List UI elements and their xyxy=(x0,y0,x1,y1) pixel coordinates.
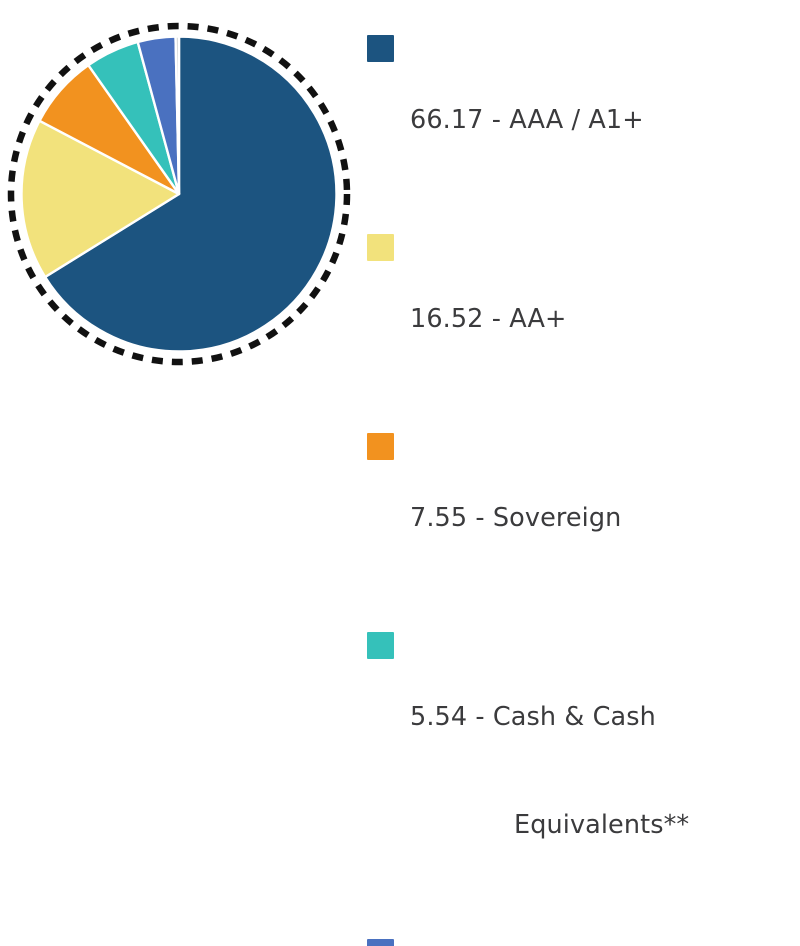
legend-label-cash-and-cash-equivalents: 5.54 - Cash & Cash Equivalents** xyxy=(410,627,792,915)
legend-swatch-aaa-a1plus xyxy=(367,35,394,62)
legend-swatch-aaplus xyxy=(367,234,394,261)
dashed-outline-ring xyxy=(7,22,351,366)
legend-label-line-2: Equivalents** xyxy=(514,810,690,840)
legend-label-aa: 3.87 - AA xyxy=(410,934,792,946)
legend-label-line-1: 66.17 - AAA / A1+ xyxy=(410,105,644,135)
legend-label-aaa-a1plus: 66.17 - AAA / A1+ xyxy=(410,30,792,210)
legend-item-aaplus[interactable]: 16.52 - AA+ xyxy=(367,229,792,409)
pie-slice[interactable] xyxy=(174,35,181,196)
pie-chart-panel xyxy=(0,0,360,473)
legend-label-aaplus: 16.52 - AA+ xyxy=(410,229,792,409)
legend-label-sovereign: 7.55 - Sovereign xyxy=(410,428,792,608)
legend-label-line-1: 5.54 - Cash & Cash xyxy=(410,702,656,732)
pie-slices-group xyxy=(20,35,338,353)
pie-slice[interactable] xyxy=(43,35,338,353)
chart-legend: 66.17 - AAA / A1+ 16.52 - AA+ 7.55 - Sov… xyxy=(367,30,792,946)
legend-item-sovereign[interactable]: 7.55 - Sovereign xyxy=(367,428,792,608)
pie-chart-figure: 66.17 - AAA / A1+ 16.52 - AA+ 7.55 - Sov… xyxy=(0,0,689,946)
legend-swatch-aa xyxy=(367,939,394,946)
legend-item-aa[interactable]: 3.87 - AA xyxy=(367,934,792,946)
pie-slice[interactable] xyxy=(20,119,181,279)
legend-item-aaa-a1plus[interactable]: 66.17 - AAA / A1+ xyxy=(367,30,792,210)
legend-swatch-cash-and-cash-equivalents xyxy=(367,632,394,659)
legend-swatch-sovereign xyxy=(367,433,394,460)
legend-label-line-1: 16.52 - AA+ xyxy=(410,304,567,334)
pie-chart-svg xyxy=(7,22,351,366)
legend-label-line-1: 7.55 - Sovereign xyxy=(410,503,622,533)
legend-item-cash-and-cash-equivalents[interactable]: 5.54 - Cash & Cash Equivalents** xyxy=(367,627,792,915)
